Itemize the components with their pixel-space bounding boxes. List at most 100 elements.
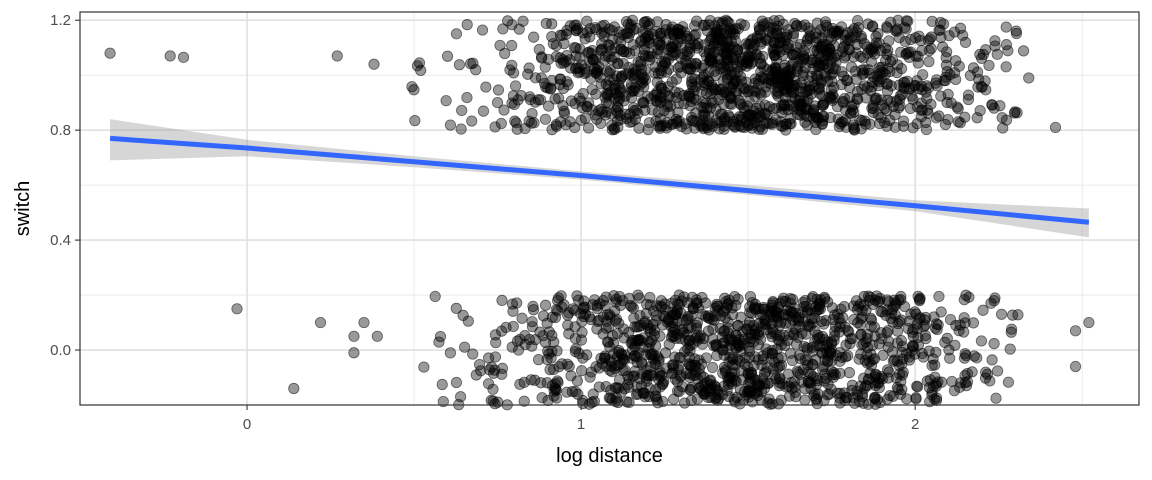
data-point [886, 346, 898, 358]
data-point [450, 28, 463, 40]
data-point [853, 353, 865, 365]
data-points [104, 14, 1095, 411]
data-point [843, 367, 855, 379]
data-point [783, 69, 796, 81]
data-point [506, 19, 518, 31]
data-point [540, 17, 552, 30]
data-point [909, 80, 921, 92]
data-point [482, 378, 495, 390]
data-point [851, 26, 863, 38]
data-point [849, 397, 861, 409]
data-point [649, 67, 661, 79]
data-point [881, 21, 893, 33]
data-point [643, 117, 655, 129]
data-point [595, 117, 607, 130]
data-point [476, 24, 489, 36]
data-point [727, 52, 740, 64]
data-point [937, 41, 949, 53]
data-point [613, 32, 625, 44]
data-point [231, 303, 243, 315]
data-point [932, 376, 944, 388]
data-point [732, 23, 744, 35]
data-point [571, 375, 583, 387]
data-point [898, 300, 911, 313]
data-point [813, 303, 825, 315]
data-point [632, 107, 644, 120]
data-point [814, 82, 826, 94]
data-point [684, 63, 697, 75]
data-point [773, 360, 785, 372]
data-point [863, 67, 876, 79]
data-point [811, 73, 823, 85]
data-point [958, 294, 970, 306]
data-point [589, 22, 601, 34]
data-point [504, 64, 516, 76]
data-point [575, 334, 588, 346]
data-point [499, 47, 511, 60]
data-point [740, 38, 752, 50]
data-point [651, 25, 663, 38]
data-point [440, 95, 452, 107]
data-point [844, 35, 856, 47]
data-point [371, 330, 383, 342]
data-point [974, 105, 986, 117]
data-point [595, 78, 607, 90]
data-point [574, 66, 586, 78]
data-point [952, 116, 964, 128]
data-point [617, 58, 630, 70]
data-point [841, 74, 854, 86]
data-point [492, 84, 505, 96]
data-point [972, 81, 984, 93]
data-point [797, 69, 809, 82]
data-point [613, 374, 626, 386]
data-point [639, 387, 651, 399]
data-point [640, 364, 652, 376]
data-point [684, 371, 696, 383]
data-point [1000, 114, 1013, 126]
data-point [674, 371, 686, 383]
data-point [788, 327, 800, 339]
data-point [509, 115, 521, 127]
data-point [964, 69, 977, 82]
data-point [562, 319, 574, 331]
data-point [959, 370, 971, 382]
data-point [797, 66, 809, 78]
data-point [667, 118, 679, 130]
data-point [823, 388, 836, 400]
data-point [592, 65, 604, 77]
data-point [708, 340, 720, 352]
data-point [807, 358, 819, 371]
data-point [457, 309, 469, 321]
data-point [787, 30, 799, 42]
data-point [656, 91, 668, 103]
data-point [626, 14, 639, 26]
data-point [829, 320, 842, 332]
data-point [586, 396, 598, 408]
data-point [855, 319, 867, 331]
data-point [816, 118, 828, 130]
data-point [491, 96, 504, 109]
data-point [603, 50, 615, 63]
data-point [714, 24, 726, 37]
data-point [603, 97, 615, 110]
data-point [444, 347, 456, 359]
data-point [742, 49, 755, 62]
data-point [985, 297, 997, 309]
x-axis-title: log distance [556, 445, 663, 467]
data-point [650, 310, 662, 322]
data-point [935, 31, 947, 44]
data-point [702, 391, 714, 404]
data-point [742, 120, 754, 132]
data-point [490, 337, 502, 349]
data-point [639, 74, 652, 86]
y-axis-title: switch [12, 181, 34, 237]
y-tick-label: 1.2 [50, 12, 71, 29]
data-point [611, 350, 624, 363]
data-point [672, 36, 684, 49]
data-point [660, 56, 672, 69]
data-point [903, 51, 915, 64]
data-point [631, 321, 643, 333]
data-point [510, 117, 522, 129]
data-point [554, 29, 566, 41]
